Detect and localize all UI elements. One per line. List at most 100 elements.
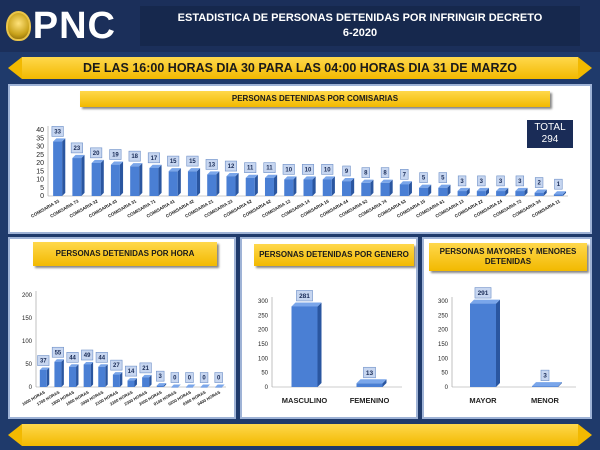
- data-label: 37: [40, 359, 47, 365]
- bar: [149, 167, 159, 196]
- panel-por-hora: 0 50 100 150 200 37 1600 HORAS 55 1700 HORAS 44 18…: [8, 237, 236, 419]
- bar-top: [342, 178, 355, 182]
- bar-side: [273, 174, 278, 196]
- bar-top: [130, 163, 143, 167]
- bar-top: [127, 378, 137, 381]
- data-label: 15: [189, 159, 196, 165]
- chart-title-comisarias: PERSONAS DETENIDAS POR COMISARIAS: [80, 91, 550, 107]
- y-tick-label: 25: [36, 152, 44, 159]
- data-label: 20: [93, 151, 100, 157]
- arrow-right-icon: [578, 424, 592, 446]
- data-label: 15: [170, 159, 177, 165]
- data-label-box: [147, 152, 160, 164]
- bar-side: [216, 171, 220, 196]
- y-tick-label: 300: [438, 299, 449, 305]
- bar: [303, 179, 313, 196]
- bar-top: [69, 364, 79, 367]
- bar-side: [139, 163, 143, 196]
- bar: [226, 176, 236, 196]
- data-label-box: [457, 175, 467, 187]
- bar-side: [76, 364, 79, 387]
- data-label-box: [515, 175, 525, 187]
- page-title: ESTADISTICA DE PERSONAS DETENIDAS POR IN…: [140, 6, 580, 46]
- data-label-box: [244, 162, 257, 173]
- bar: [534, 192, 544, 196]
- bar: [245, 177, 255, 196]
- panel-genero: 0 50 100 150 200 250 300 281 MASCULINO 13 FEMENINO: [240, 237, 418, 419]
- bar-top: [476, 187, 489, 192]
- bar-side: [317, 302, 322, 387]
- chart-genero: 0 50 100 150 200 250 300 281 MASCULINO 13 FEMENINO: [258, 290, 402, 405]
- data-label-box: [554, 178, 563, 190]
- data-label-box: [282, 164, 295, 175]
- bar: [342, 181, 352, 196]
- bar-side: [331, 176, 335, 196]
- bar-side: [81, 154, 85, 196]
- bar: [215, 387, 223, 388]
- bar: [98, 366, 106, 387]
- bar-top: [91, 159, 104, 163]
- y-tick-label: 0: [40, 193, 44, 200]
- bar-top: [110, 161, 124, 165]
- bar: [53, 141, 63, 196]
- bar-side: [293, 176, 297, 196]
- bar-top: [264, 174, 278, 178]
- y-tick-label: 150: [438, 342, 449, 348]
- bar: [470, 303, 496, 387]
- bar-top: [112, 372, 123, 375]
- bar-side: [408, 181, 412, 196]
- bar-top: [207, 171, 220, 175]
- y-tick-label: 200: [438, 328, 449, 334]
- bar-top: [83, 362, 94, 365]
- bar: [171, 387, 179, 388]
- data-label-box: [186, 155, 199, 167]
- bar: [515, 191, 525, 196]
- bar-top: [156, 383, 167, 386]
- data-label-box: [438, 172, 447, 183]
- data-label-box: [199, 372, 209, 383]
- bar-top: [72, 154, 85, 159]
- data-label: 19: [112, 153, 119, 159]
- bar-top: [399, 181, 412, 185]
- y-tick-label: 50: [261, 371, 268, 377]
- bar-side: [389, 179, 393, 196]
- data-label: 3: [460, 179, 464, 185]
- data-label-box: [51, 346, 64, 358]
- bar-top: [149, 164, 162, 168]
- bar: [380, 182, 390, 196]
- data-label-box: [477, 175, 486, 187]
- bar: [476, 191, 486, 196]
- bar-top: [380, 179, 393, 183]
- bar: [356, 383, 383, 387]
- bar-top: [496, 187, 509, 192]
- data-label: 55: [55, 350, 62, 356]
- bar-side: [558, 382, 562, 387]
- bar-side: [254, 174, 258, 196]
- y-tick-label: 200: [22, 293, 33, 299]
- bar-side: [119, 372, 123, 387]
- bar-side: [119, 161, 124, 196]
- bar-top: [532, 382, 562, 387]
- bar-side: [370, 179, 374, 196]
- bar-top: [187, 168, 201, 172]
- x-tick-label: FEMENINO: [350, 396, 390, 405]
- data-label: 7: [403, 172, 407, 178]
- bar-top: [53, 138, 66, 142]
- y-tick-label: 300: [258, 299, 269, 305]
- data-label-box: [70, 142, 83, 154]
- data-label: 0: [202, 376, 206, 382]
- data-label-box: [224, 160, 237, 172]
- data-label-box: [124, 365, 138, 377]
- data-label-box: [51, 126, 64, 137]
- data-label: 10: [324, 167, 331, 173]
- bar-side: [46, 367, 50, 387]
- data-label-box: [81, 349, 94, 361]
- x-tick-label: MENOR: [531, 396, 560, 405]
- title-line-2: 6-2020: [342, 27, 378, 39]
- data-label: 27: [113, 363, 120, 369]
- data-label: 281: [299, 293, 310, 300]
- bar-top: [54, 359, 64, 362]
- data-label-box: [263, 162, 276, 173]
- bar: [69, 366, 77, 387]
